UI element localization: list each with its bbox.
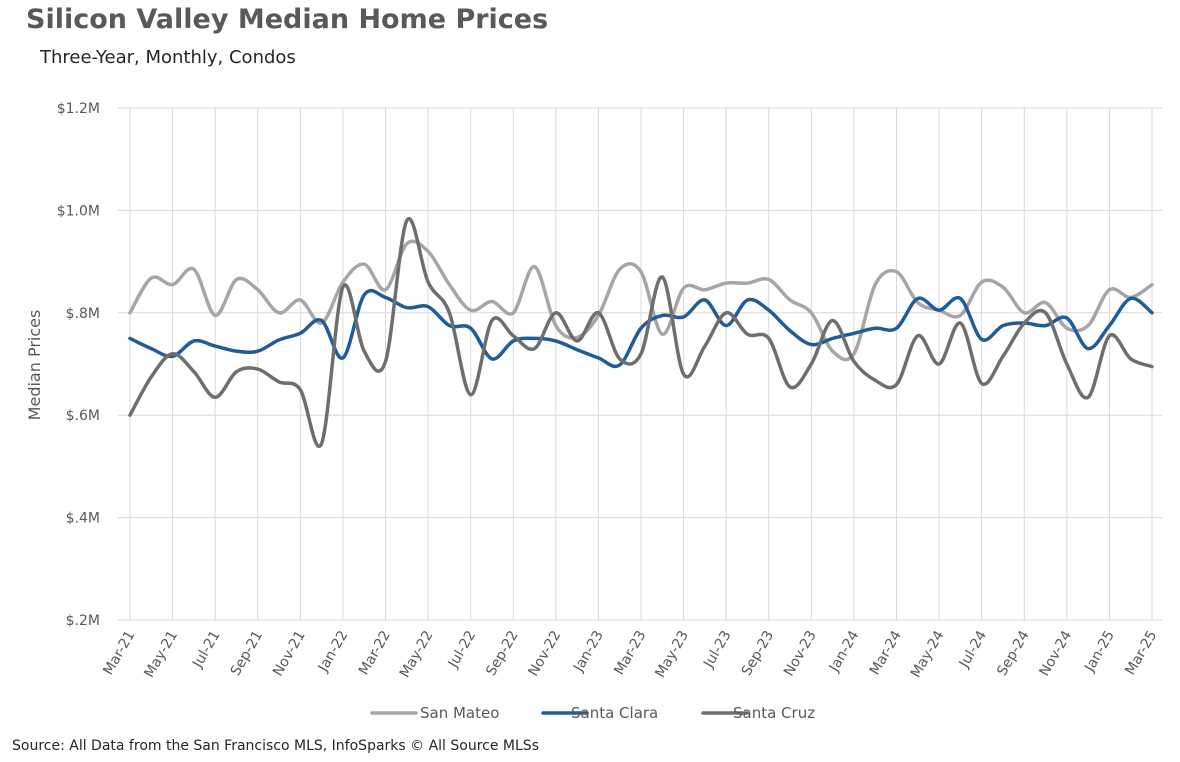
x-tick-label: Jan-25 [1081, 628, 1118, 675]
x-axis-ticks: Mar-21 May-21 Jul-21 Sep-21 Nov-21 Jan-22 Mar-… [100, 628, 1160, 681]
gridlines [118, 107, 1162, 621]
series-line-san-mateo [128, 239, 1154, 362]
x-tick-label: May-23 [652, 628, 692, 681]
x-tick-label: Mar-23 [611, 628, 649, 678]
x-tick-label: Mar-22 [356, 628, 394, 678]
y-axis-title: Median Prices [25, 310, 44, 421]
series-line-santa-clara [128, 288, 1154, 369]
y-tick-label: $.8M [66, 306, 100, 322]
x-tick-label: Nov-23 [781, 628, 820, 679]
series-lines [128, 216, 1154, 449]
legend-label-san-mateo: San Mateo [420, 704, 499, 722]
x-tick-label: Sep-23 [739, 628, 777, 679]
y-tick-label: $.4M [66, 511, 100, 527]
y-tick-label: $.2M [66, 613, 100, 629]
legend-label-santa-clara: Santa Clara [571, 704, 658, 722]
x-tick-label: Nov-21 [270, 628, 309, 679]
chart-subtitle: Three-Year, Monthly, Condos [40, 47, 296, 68]
legend: San Mateo Santa Clara Santa Cruz [370, 704, 815, 722]
y-tick-label: $1.0M [57, 203, 100, 219]
x-tick-label: Nov-22 [526, 628, 565, 679]
x-tick-label: May-22 [397, 628, 437, 681]
x-tick-label: May-24 [908, 628, 948, 681]
y-tick-label: $.6M [66, 408, 100, 424]
x-tick-label: Sep-21 [228, 628, 266, 679]
x-tick-label: Sep-22 [483, 628, 521, 679]
source-note: Source: All Data from the San Francisco … [12, 738, 539, 754]
x-tick-label: Mar-21 [100, 628, 138, 678]
x-tick-label: Jul-24 [956, 628, 990, 671]
chart-title: Silicon Valley Median Home Prices [26, 4, 549, 35]
x-tick-label: Jan-24 [826, 628, 863, 675]
x-tick-label: Jul-22 [445, 628, 479, 671]
line-chart: $.2M$.4M$.6M$.8M$1.0M$1.2M Mar-21 May-21 J… [25, 101, 1162, 722]
legend-label-santa-cruz: Santa Cruz [733, 704, 815, 722]
y-axis-ticks: $.2M $.4M $.6M $.8M $1.0M $1.2M [57, 101, 100, 629]
y-tick-label: $1.2M [57, 101, 100, 117]
x-tick-label: Mar-25 [1122, 628, 1160, 678]
x-tick-label: Jan-23 [570, 628, 607, 675]
x-tick-label: May-21 [141, 628, 181, 681]
x-tick-label: Nov-24 [1037, 628, 1076, 679]
x-tick-label: Sep-24 [994, 628, 1033, 679]
x-tick-label: Jul-23 [700, 628, 734, 671]
x-tick-label: Jan-22 [315, 628, 352, 675]
series-line-santa-cruz [128, 216, 1154, 449]
x-tick-label: Jul-21 [189, 628, 223, 671]
x-tick-label: Mar-24 [867, 628, 905, 678]
